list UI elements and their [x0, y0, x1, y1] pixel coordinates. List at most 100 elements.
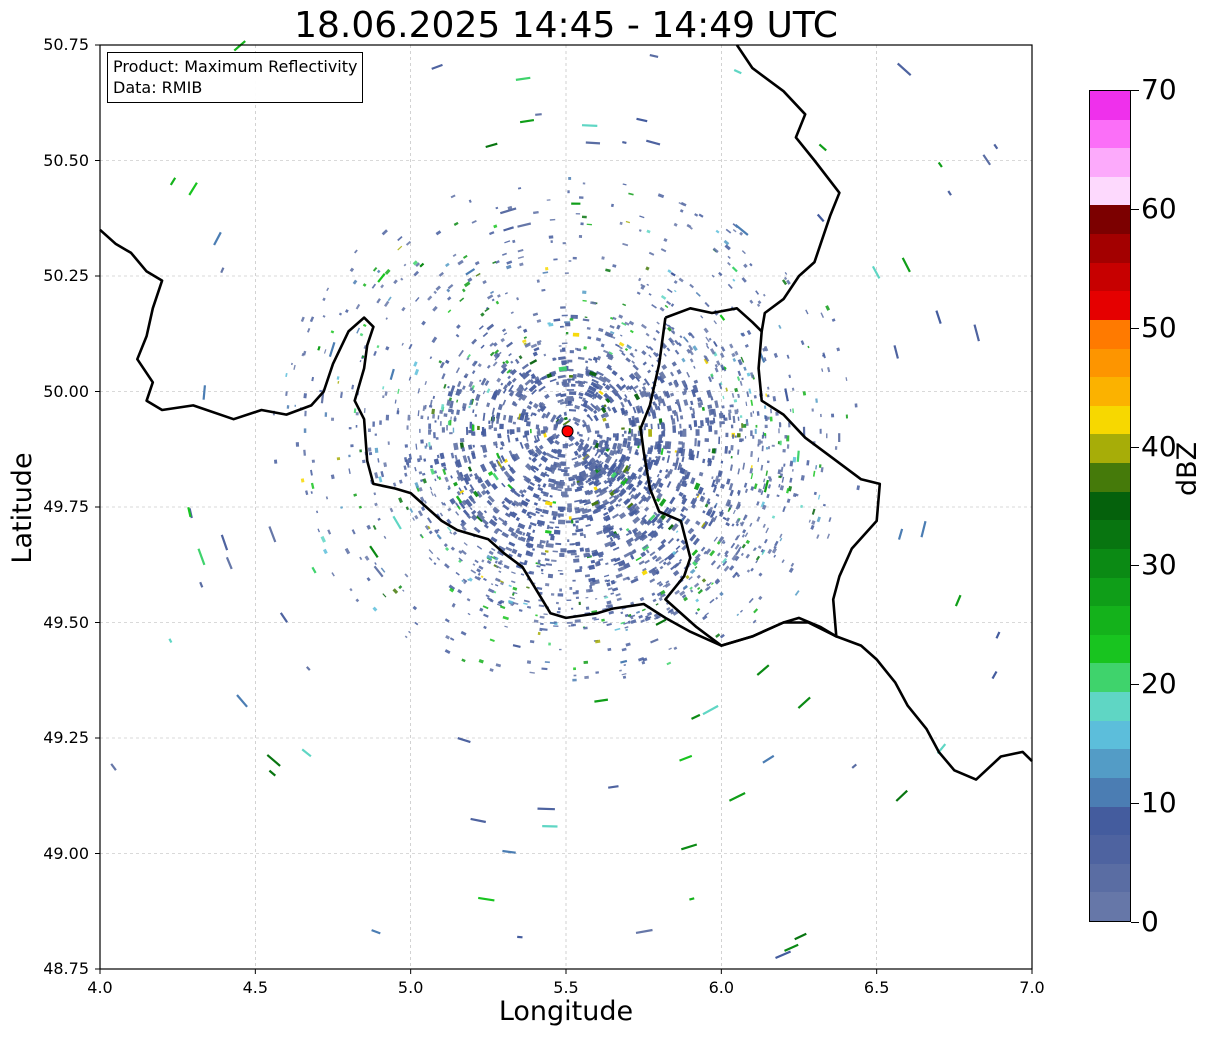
echo-pixel: [630, 493, 636, 499]
echo-pixel: [569, 391, 577, 396]
echo-pixel: [694, 438, 697, 447]
echo-pixel: [452, 427, 455, 433]
echo-pixel: [525, 477, 532, 484]
echo-pixel: [675, 545, 681, 551]
echo-pixel: [749, 263, 753, 267]
echo-pixel: [657, 443, 662, 453]
echo-pixel: [603, 507, 607, 511]
echo-pixel: [633, 530, 643, 539]
echo-streak: [762, 754, 775, 764]
echo-pixel: [767, 446, 770, 450]
echo-streak: [585, 141, 601, 145]
echo-pixel: [712, 247, 719, 254]
echo-pixel: [646, 283, 650, 286]
echo-streak: [457, 737, 471, 744]
echo-pixel: [711, 455, 715, 461]
echo-pixel: [510, 360, 514, 364]
echo-pixel: [689, 533, 697, 542]
echo-pixel: [748, 388, 752, 394]
echo-pixel: [528, 400, 533, 406]
echo-pixel: [591, 551, 599, 557]
echo-pixel: [564, 467, 570, 469]
echo-pixel: [523, 602, 528, 605]
echo-pixel: [463, 254, 468, 259]
echo-pixel: [572, 678, 577, 682]
echo-pixel: [637, 657, 645, 662]
echo-pixel: [362, 459, 366, 464]
echo-pixel: [626, 441, 631, 449]
echo-pixel: [446, 526, 452, 532]
echo-pixel: [614, 627, 621, 631]
echo-pixel: [666, 560, 672, 566]
echo-pixel: [722, 516, 727, 521]
echo-pixel: [784, 435, 788, 439]
echo-pixel: [469, 507, 473, 511]
echo-pixel: [453, 221, 459, 226]
echo-pixel: [526, 660, 532, 665]
echo-pixel: [558, 519, 566, 525]
echo-pixel: [444, 476, 449, 483]
echo-pixel: [574, 509, 581, 514]
echo-pixel: [382, 593, 387, 598]
echo-pixel: [574, 421, 580, 427]
echo-pixel: [613, 557, 621, 563]
echo-pixel: [469, 387, 474, 392]
echo-pixel: [675, 399, 681, 406]
echo-pixel: [702, 510, 706, 514]
echo-pixel: [617, 498, 623, 503]
echo-pixel: [739, 428, 743, 432]
echo-pixel: [412, 605, 418, 611]
echo-pixel: [562, 443, 568, 449]
echo-pixel: [825, 305, 831, 311]
echo-pixel: [604, 384, 611, 391]
echo-pixel: [786, 279, 791, 285]
echo-pixel: [522, 532, 526, 536]
echo-pixel: [711, 582, 714, 586]
echo-pixel: [429, 399, 433, 406]
echo-pixel: [763, 478, 766, 483]
echo-pixel: [658, 519, 663, 524]
echo-pixel: [655, 329, 660, 334]
echo-streak: [301, 748, 312, 758]
echo-pixel: [744, 514, 748, 519]
echo-pixel: [349, 267, 355, 273]
echo-pixel: [544, 466, 554, 473]
echo-pixel: [468, 199, 472, 203]
echo-pixel: [435, 230, 442, 236]
echo-pixel: [499, 562, 504, 566]
echo-pixel: [525, 342, 531, 346]
echo-pixel: [472, 431, 476, 436]
echo-pixel: [295, 442, 300, 447]
echo-pixel: [501, 328, 507, 333]
echo-pixel: [434, 529, 439, 534]
echo-pixel: [407, 457, 412, 464]
echo-pixel: [737, 370, 742, 377]
echo-pixel: [473, 472, 479, 479]
echo-pixel: [471, 452, 477, 460]
echo-pixel: [556, 610, 561, 614]
echo-pixel: [629, 472, 637, 481]
echo-pixel: [509, 596, 516, 600]
echo-pixel: [778, 324, 782, 330]
echo-pixel: [594, 451, 599, 457]
echo-pixel: [457, 589, 463, 594]
echo-pixel: [595, 337, 602, 342]
colorbar-tick-mark: [1131, 684, 1139, 686]
echo-pixel: [449, 497, 456, 505]
echo-pixel: [479, 379, 482, 382]
echo-pixel: [687, 529, 693, 535]
echo-pixel: [447, 420, 450, 426]
echo-pixel: [397, 388, 400, 394]
echo-pixel: [584, 445, 589, 450]
echo-pixel: [566, 389, 575, 391]
echo-pixel: [621, 384, 627, 389]
echo-pixel: [729, 464, 733, 471]
echo-pixel: [588, 480, 595, 486]
echo-pixel: [462, 385, 466, 390]
colorbar-segment: [1090, 892, 1130, 921]
echo-pixel: [484, 307, 490, 313]
echo-pixel: [624, 613, 629, 618]
echo-pixel: [511, 502, 516, 507]
echo-pixel: [753, 395, 757, 399]
echo-pixel: [696, 607, 701, 612]
